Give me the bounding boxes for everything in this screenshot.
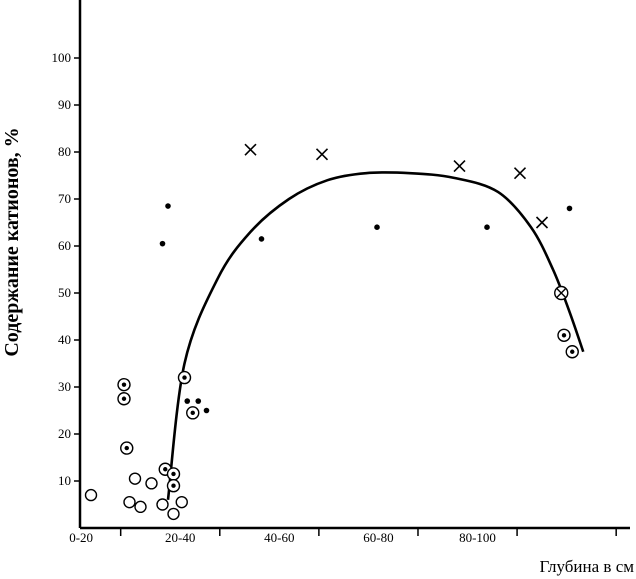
open-circle-point	[134, 500, 147, 514]
y-tick-label: 10	[58, 473, 71, 488]
y-tick-label: 60	[58, 238, 71, 253]
filled-dot-point	[159, 240, 166, 247]
data-points	[84, 143, 579, 521]
y-tick-label: 90	[58, 97, 71, 112]
open-circle-point	[123, 495, 136, 509]
filled-dot-point	[484, 224, 490, 230]
x-axis-label: Глубина в см	[539, 557, 634, 576]
open-circle-point	[156, 498, 169, 511]
dotted-circle-point	[557, 328, 571, 342]
dotted-circle-point	[117, 377, 131, 392]
filled-dot-point	[374, 224, 380, 230]
circle-cross-point	[554, 285, 569, 301]
filled-dot-point	[258, 236, 265, 242]
open-circle-point	[128, 472, 142, 485]
y-ticks: 10 20 30 40 50 60 70 80 90 100	[52, 50, 80, 488]
open-circle-point	[175, 495, 188, 509]
cross-point	[315, 148, 329, 161]
dotted-circle-point	[166, 467, 181, 481]
dotted-circle-point	[117, 392, 131, 406]
x-tick-label: 80-100	[459, 530, 496, 545]
open-circle-point	[167, 507, 180, 521]
x-tick-label: 60-80	[363, 530, 393, 545]
y-tick-label: 80	[58, 144, 71, 159]
y-tick-label: 70	[58, 191, 71, 206]
cross-point	[453, 160, 466, 173]
filled-dot-point	[203, 407, 210, 414]
x-tick-label: 40-60	[264, 530, 294, 545]
cross-point	[513, 167, 527, 180]
filled-dot-point	[184, 398, 191, 404]
filled-dot-point	[165, 203, 171, 209]
open-circle-point	[145, 477, 158, 490]
y-tick-label: 40	[58, 332, 71, 347]
dotted-circle-point	[186, 406, 200, 420]
dotted-circle-point	[565, 345, 579, 359]
x-ticks: 0-20 20-40 40-60 60-80 80-100	[69, 528, 617, 545]
y-tick-label: 20	[58, 426, 71, 441]
cross-point	[535, 216, 549, 229]
dotted-circle-point	[177, 370, 192, 385]
filled-dot-point	[195, 398, 202, 404]
dotted-circle-point	[166, 479, 181, 493]
y-tick-label: 100	[52, 50, 72, 65]
trend-line	[166, 171, 585, 500]
filled-dot-point	[566, 205, 573, 212]
y-tick-label: 30	[58, 379, 71, 394]
open-circle-point	[84, 488, 98, 502]
dotted-circle-point	[120, 441, 134, 455]
cross-point	[244, 143, 257, 156]
axes	[78, 0, 630, 530]
x-tick-label: 0-20	[69, 530, 93, 545]
y-tick-label: 50	[58, 285, 71, 300]
y-axis-label: Содержание катионов, %	[1, 127, 23, 356]
x-tick-label: 20-40	[165, 530, 195, 545]
